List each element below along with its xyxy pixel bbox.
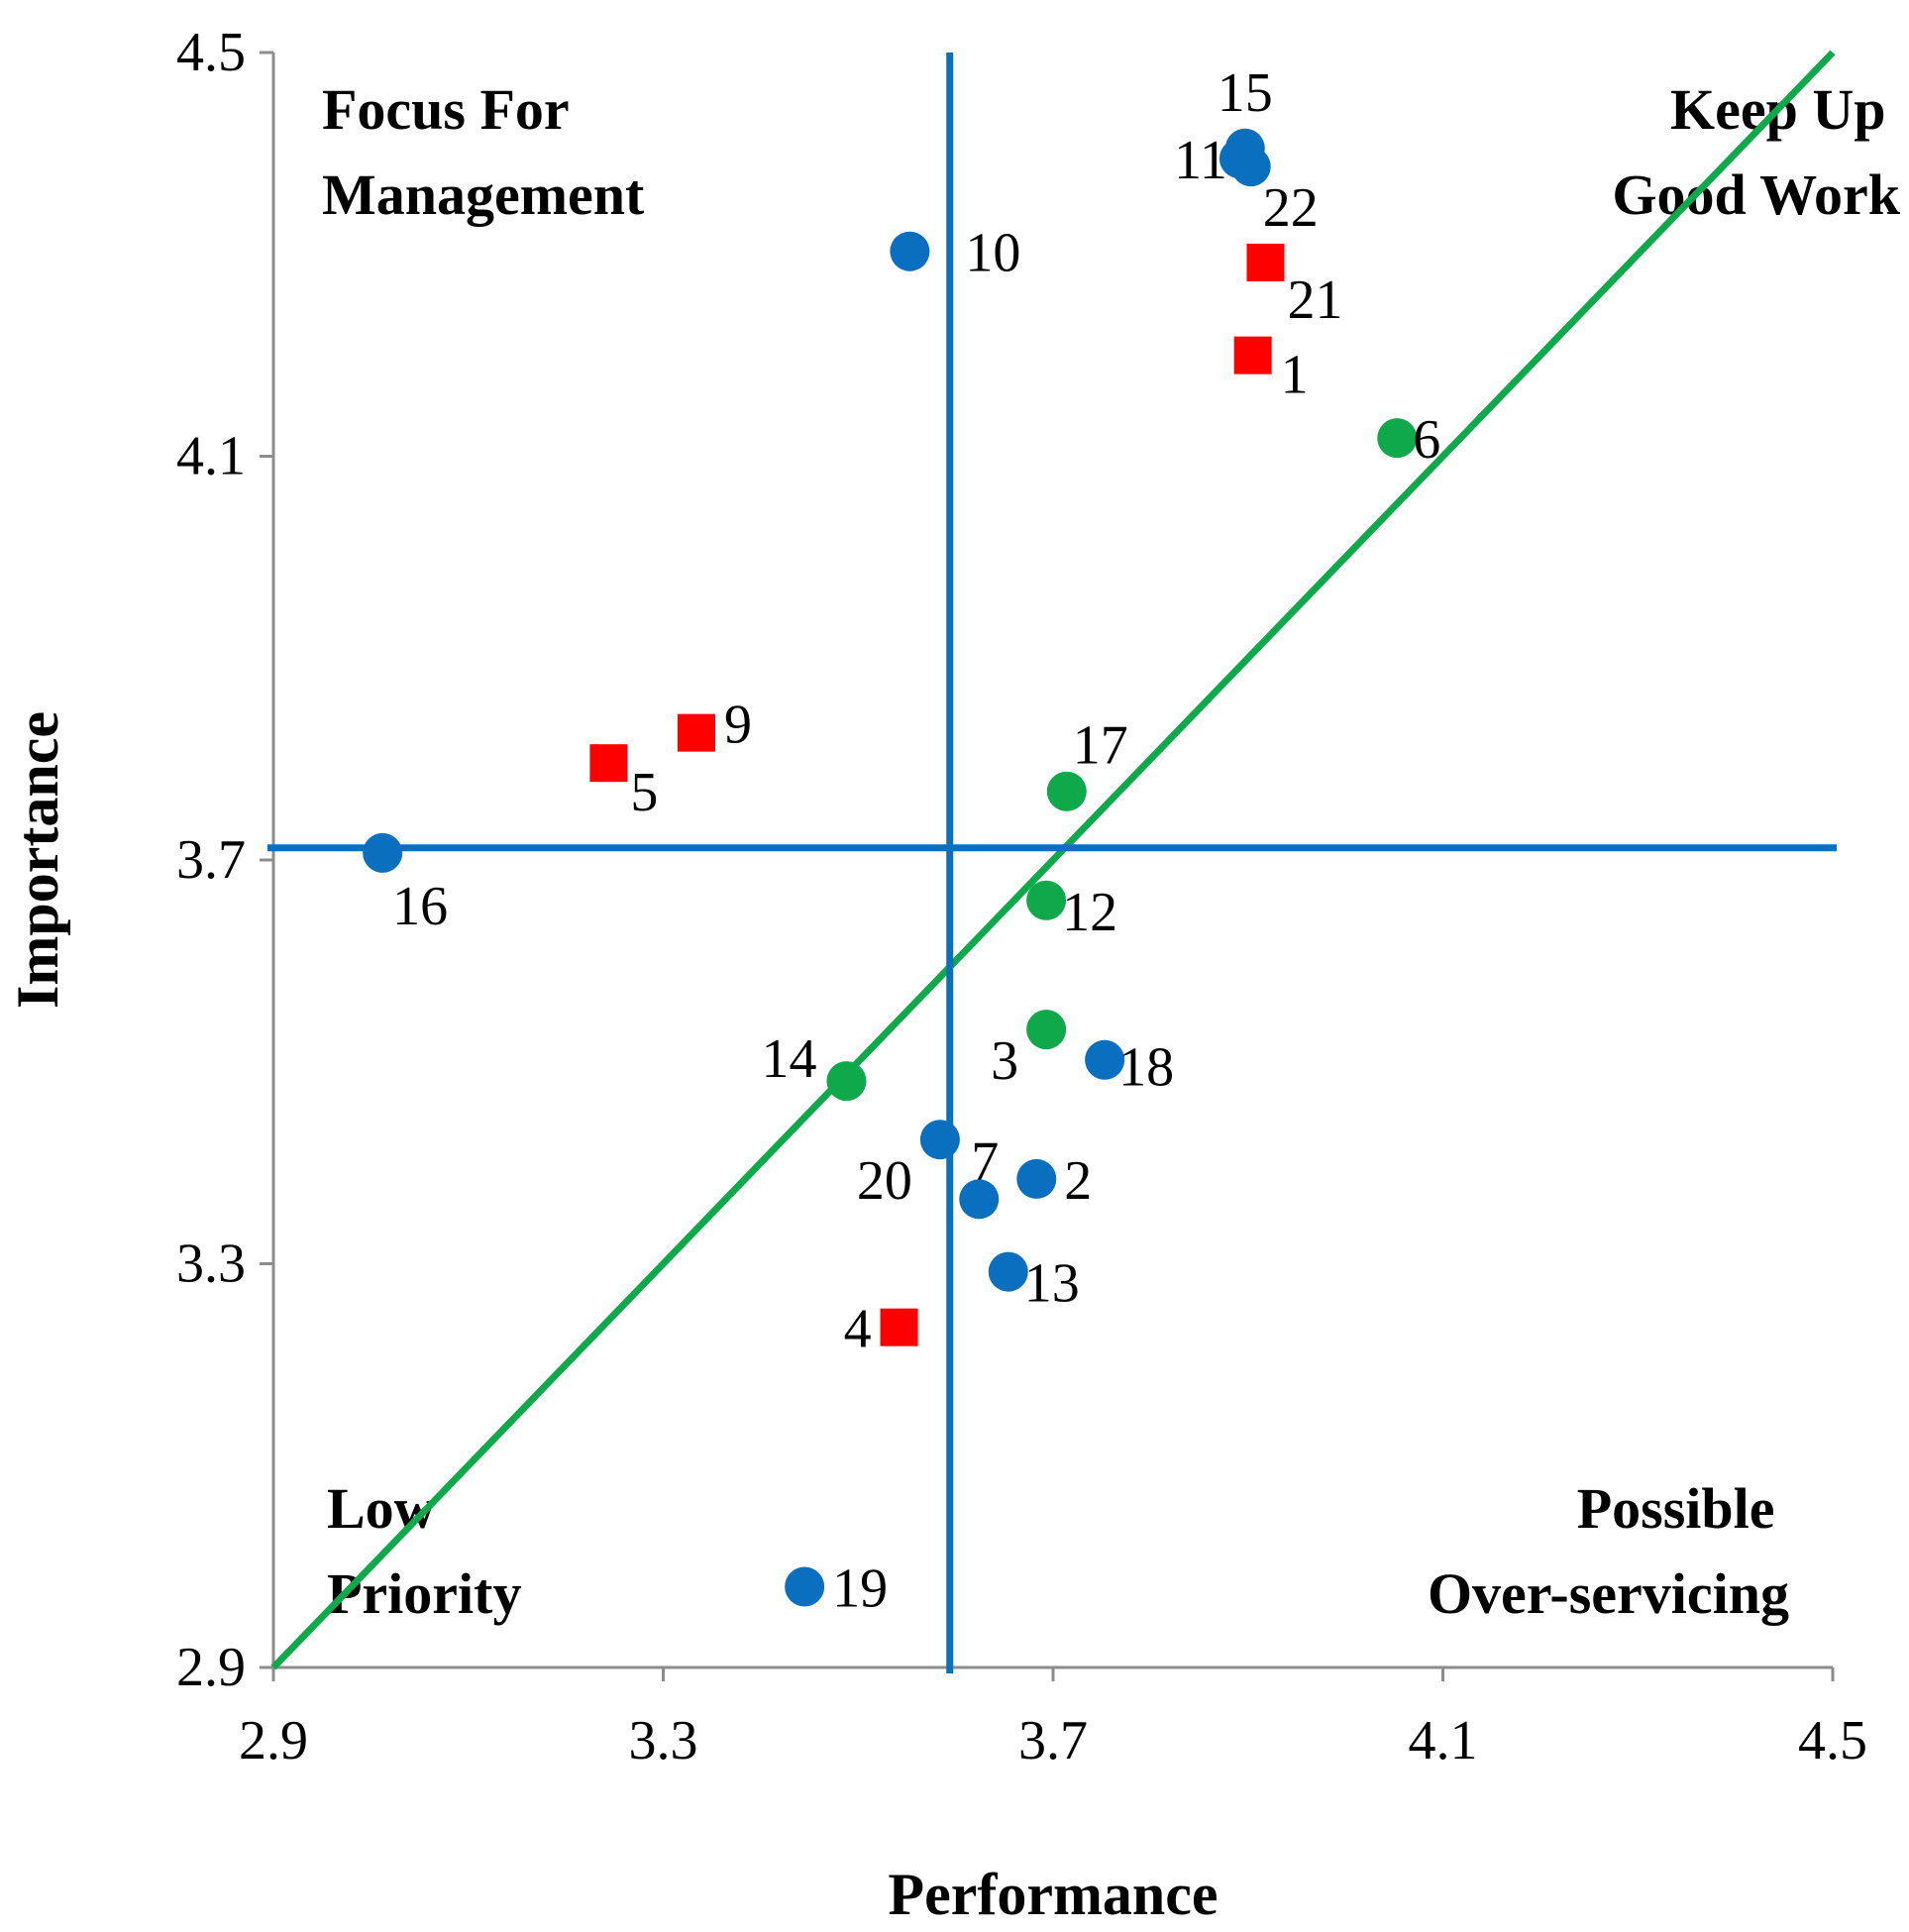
point-marker-21 (1246, 243, 1285, 281)
y-tick-label: 3.7 (176, 829, 246, 891)
point-label-3: 3 (991, 1030, 1018, 1092)
x-axis-ticks: 2.9 3.3 3.7 4.1 4.5 (239, 1667, 1867, 1771)
point-marker-19 (785, 1566, 825, 1607)
point-label-21: 21 (1287, 269, 1342, 331)
point-marker-3 (1026, 1010, 1067, 1050)
point-label-22: 22 (1263, 177, 1319, 239)
point-label-2: 2 (1064, 1150, 1092, 1212)
point-marker-22 (1230, 147, 1271, 187)
point-label-14: 14 (761, 1028, 816, 1090)
y-tick-label: 4.1 (176, 426, 246, 487)
point-marker-9 (677, 713, 715, 752)
quadrant-label-keep-up-good-work: Keep Up Good Work (1612, 77, 1900, 227)
point-label-16: 16 (392, 876, 448, 937)
x-tick-label: 4.5 (1798, 1710, 1867, 1771)
point-marker-16 (363, 832, 403, 873)
point-label-19: 19 (832, 1558, 888, 1620)
point-marker-4 (880, 1308, 918, 1346)
point-marker-10 (890, 231, 930, 271)
quadrant-label-focus-for-management: Focus For Management (322, 77, 645, 227)
point-label-15: 15 (1218, 62, 1273, 124)
point-marker-6 (1377, 418, 1418, 459)
point-marker-1 (1233, 336, 1272, 375)
x-tick-label: 4.1 (1409, 1710, 1478, 1771)
point-marker-7 (959, 1179, 1000, 1220)
point-marker-14 (826, 1061, 867, 1102)
y-axis-ticks: 2.9 3.3 3.7 4.1 4.5 (176, 22, 273, 1698)
x-tick-label: 3.7 (1018, 1710, 1088, 1771)
y-tick-label: 2.9 (176, 1637, 246, 1698)
point-marker-18 (1085, 1039, 1125, 1080)
quadrant-label-possible-over-servicing: Possible Over-servicing (1428, 1476, 1789, 1626)
y-axis-title: Importance (5, 711, 70, 1009)
diagonal-iso-line (270, 50, 1836, 1670)
point-label-7: 7 (971, 1130, 999, 1192)
point-marker-17 (1046, 771, 1087, 811)
point-marker-20 (919, 1120, 960, 1160)
point-label-6: 6 (1413, 409, 1440, 471)
x-axis-title: Performance (888, 1862, 1218, 1927)
data-points (363, 128, 1418, 1607)
point-label-9: 9 (724, 695, 752, 756)
point-label-5: 5 (630, 762, 658, 823)
point-label-1: 1 (1281, 345, 1309, 406)
point-label-4: 4 (844, 1299, 872, 1360)
point-marker-13 (988, 1251, 1028, 1292)
quadrant-label-low-priority: Low Priority (327, 1476, 521, 1626)
point-marker-12 (1026, 880, 1067, 920)
point-marker-5 (589, 744, 628, 783)
y-tick-label: 4.5 (176, 22, 246, 83)
point-label-12: 12 (1062, 882, 1117, 943)
point-label-11: 11 (1174, 130, 1227, 191)
point-label-17: 17 (1073, 715, 1128, 777)
point-label-18: 18 (1118, 1037, 1174, 1099)
point-label-10: 10 (965, 223, 1020, 284)
point-label-20: 20 (857, 1150, 912, 1212)
x-tick-label: 2.9 (239, 1710, 308, 1771)
point-marker-2 (1016, 1158, 1057, 1199)
y-tick-label: 3.3 (176, 1234, 246, 1295)
point-label-13: 13 (1024, 1253, 1080, 1315)
x-tick-label: 3.3 (629, 1710, 698, 1771)
